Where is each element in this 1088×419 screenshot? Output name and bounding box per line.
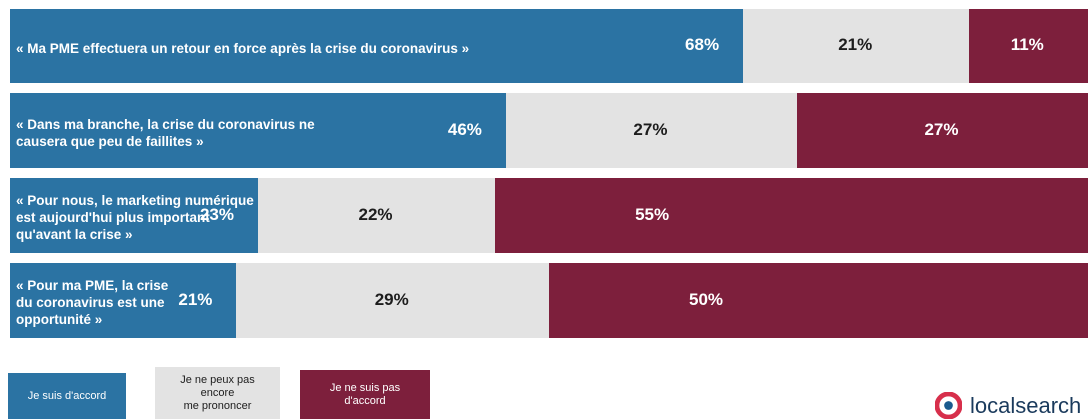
value-label-disagree: 27% (924, 119, 959, 139)
bar-segment-agree (10, 178, 258, 253)
bar-segment-disagree (969, 9, 1088, 83)
localsearch-logo: localsearch (935, 392, 1081, 419)
legend-disagree: Je ne suis pas d'accord (300, 370, 430, 419)
bar-segment-neutral (505, 93, 797, 168)
legend-agree: Je suis d'accord (8, 373, 126, 419)
value-label-agree: 23% (199, 204, 234, 224)
value-label-agree: 46% (447, 119, 482, 139)
stacked-bar-chart: 68% 21% 11% « Ma PME effectuera un retour e… (10, 9, 1088, 338)
statement-label: « Dans ma branche, la crise du coronavir… (16, 116, 315, 149)
bar-segment-agree (10, 93, 506, 168)
value-label-neutral: 22% (358, 204, 393, 224)
bar-segment-neutral (257, 178, 496, 253)
bar-segment-neutral (743, 9, 970, 83)
bar-segment-agree (10, 9, 744, 83)
statement-label: « Pour nous, le marketing numérique est … (16, 193, 254, 242)
bar-row-2: 46% 27% 27% « Dans ma branche, la crise du … (10, 93, 1088, 168)
bar-segment-disagree (549, 263, 1088, 338)
value-label-disagree: 55% (635, 204, 670, 224)
bar-segment-disagree (796, 93, 1088, 168)
bar-segment-agree (10, 263, 237, 338)
bar-segment-disagree (495, 178, 1088, 253)
statement-label: « Pour ma PME, la crise du coronavirus e… (16, 278, 169, 327)
statement-label: « Ma PME effectuera un retour en force a… (16, 40, 470, 56)
value-label-agree: 21% (178, 289, 213, 309)
value-label-disagree: 50% (689, 289, 724, 309)
localsearch-logo-icon (935, 392, 962, 419)
legend-neutral: Je ne peux pas encore me prononcer (155, 367, 280, 419)
bar-segment-neutral (236, 263, 549, 338)
bar-row-1: 68% 21% 11% « Ma PME effectuera un retour e… (10, 9, 1088, 83)
value-label-neutral: 21% (838, 35, 873, 54)
value-label-neutral: 27% (633, 119, 668, 139)
bar-row-4: 21% 29% 50% « Pour ma PME, la crise du coro… (10, 263, 1088, 338)
bar-row-3: 23% 22% 55% « Pour nous, le marketing numér… (10, 178, 1088, 253)
value-label-agree: 68% (685, 35, 720, 54)
value-label-neutral: 29% (374, 289, 409, 309)
logo-text: localsearch (970, 392, 1082, 418)
value-label-disagree: 11% (1010, 35, 1044, 54)
